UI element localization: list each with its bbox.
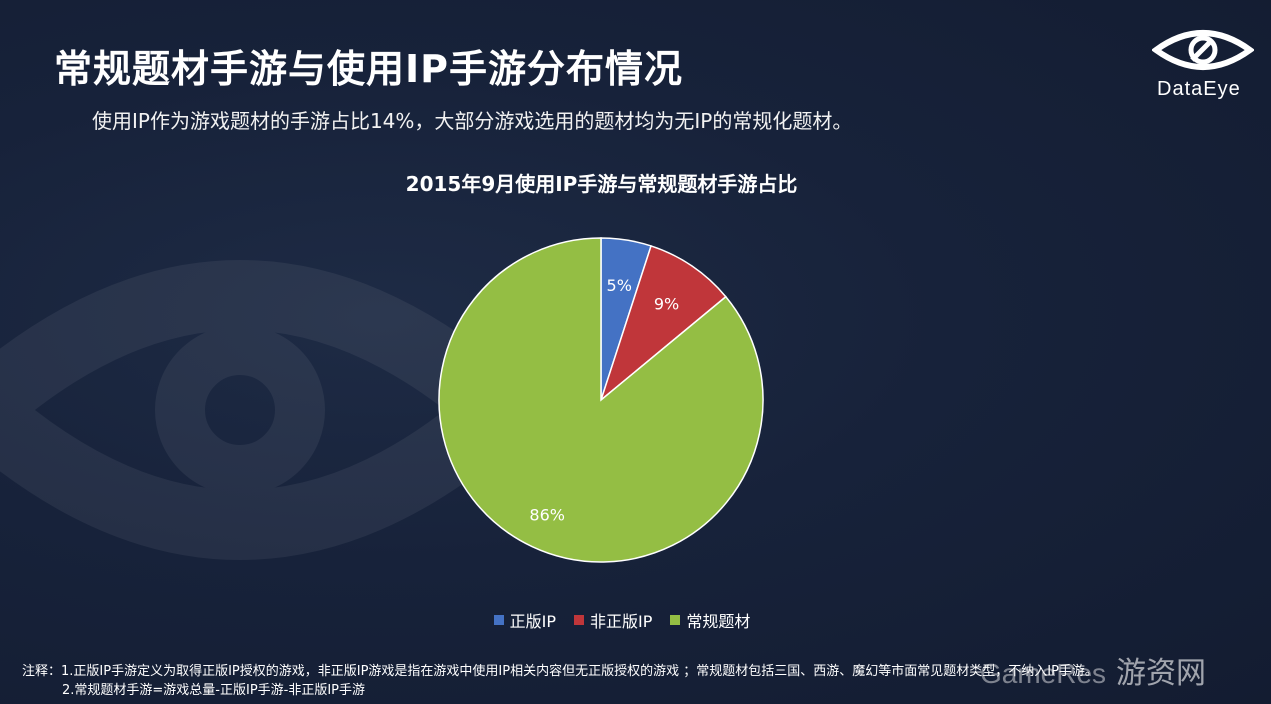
watermark-cn: 游资网	[1116, 657, 1207, 690]
legend-item-regular-theme: 常规题材	[670, 608, 750, 632]
legend-item-licensed-ip: 正版IP	[493, 608, 556, 632]
eye-icon	[1152, 30, 1254, 70]
pie-data-label: 86%	[529, 505, 565, 524]
page-subtitle: 使用IP作为游戏题材的手游占比14%，大部分游戏选用的题材均为无IP的常规化题材…	[92, 109, 853, 133]
legend-label: 非正版IP	[589, 612, 653, 631]
pie-slice-regular-theme	[438, 237, 764, 563]
legend-swatch	[493, 615, 504, 625]
legend-swatch	[670, 615, 681, 625]
pie-data-label: 5%	[607, 276, 632, 295]
page-title: 常规题材手游与使用IP手游分布情况	[54, 47, 683, 91]
watermark: GameRes 游资网	[980, 648, 1206, 692]
legend-label: 正版IP	[509, 612, 556, 631]
footnote-2: 2.常规题材手游=游戏总量-正版IP手游-非正版IP手游	[62, 683, 366, 698]
pie-data-label: 9%	[654, 295, 679, 314]
watermark-text: GameRes	[980, 658, 1107, 689]
legend-label: 常规题材	[686, 612, 751, 631]
logo-text: DataEye	[1157, 78, 1241, 100]
legend-swatch	[573, 615, 584, 625]
chart-title: 2015年9月使用IP手游与常规题材手游占比	[405, 172, 798, 196]
pie-slice-unlicensed-ip	[599, 244, 727, 403]
dataeye-logo: DataEye	[1148, 24, 1258, 102]
footnotes: 注释：1.正版IP手游定义为取得正版IP授权的游戏，非正版IP游戏是指在游戏中使…	[22, 662, 1098, 700]
legend-item-unlicensed-ip: 非正版IP	[573, 608, 653, 632]
chart-legend: 正版IP 非正版IP 常规题材	[0, 608, 1244, 632]
footnote-1: 注释：1.正版IP手游定义为取得正版IP授权的游戏，非正版IP游戏是指在游戏中使…	[22, 664, 1098, 679]
